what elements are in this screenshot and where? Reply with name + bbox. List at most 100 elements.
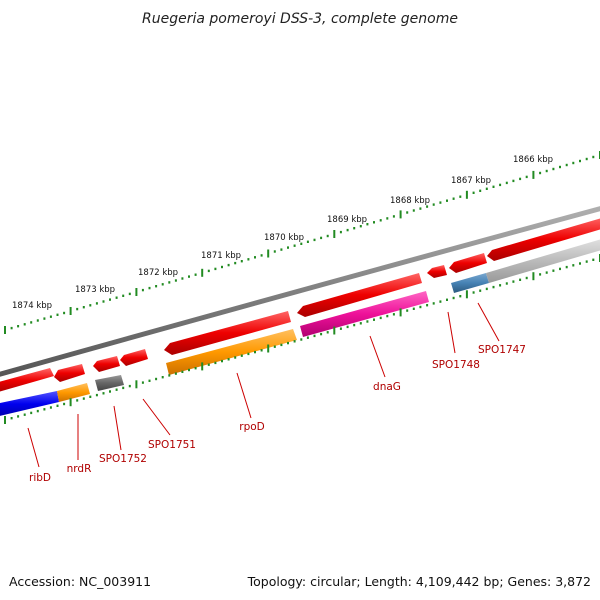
scale-minor-tick	[56, 313, 59, 316]
lower-tick-ring	[4, 254, 600, 424]
scale-minor-tick	[552, 167, 555, 171]
lower-minor-tick	[227, 358, 230, 361]
scale-major-tick	[69, 307, 72, 315]
scale-minor-tick	[181, 277, 184, 280]
label-nrdR: nrdR	[67, 463, 92, 475]
lower-minor-tick	[49, 406, 52, 409]
lower-minor-tick	[300, 338, 303, 341]
lower-minor-tick	[505, 282, 508, 285]
lower-minor-tick	[446, 298, 448, 301]
lower-minor-tick	[373, 318, 375, 321]
leader-ribD	[27, 427, 40, 468]
scale-minor-tick	[359, 225, 362, 228]
label-ribD: ribD	[29, 472, 51, 484]
label-rpoD: rpoD	[239, 421, 265, 433]
map-title: Ruegeria pomeroyi DSS-3, complete genome	[142, 11, 458, 27]
lower-minor-tick	[346, 325, 349, 329]
lower-minor-tick	[141, 381, 144, 384]
scale-minor-tick	[519, 177, 522, 181]
lower-minor-tick	[313, 334, 316, 338]
lower-minor-tick	[287, 341, 289, 345]
scale-major-tick	[399, 210, 402, 219]
label-dnaG: dnaG	[373, 381, 401, 393]
lower-minor-tick	[459, 295, 462, 298]
lower-major-tick	[465, 290, 468, 299]
scale-minor-tick	[234, 261, 237, 265]
scale-minor-tick	[320, 236, 323, 240]
scale-ring	[4, 151, 600, 334]
gene-labels: ribD nrdR SPO1752 SPO1751 rpoD dnaG SPO1…	[29, 344, 526, 484]
lower-minor-tick	[63, 402, 66, 406]
lower-major-tick	[399, 308, 402, 317]
leader-SPO1752	[113, 405, 122, 451]
scale-minor-tick	[76, 307, 79, 311]
gene-nrdR	[57, 383, 90, 402]
scale-minor-tick	[128, 292, 131, 296]
forward-strand-genes	[0, 218, 600, 392]
lower-minor-tick	[485, 287, 488, 291]
scale-major-tick	[333, 230, 336, 238]
lower-minor-tick	[579, 262, 581, 265]
scale-minor-tick	[293, 244, 296, 247]
lower-minor-tick	[109, 390, 111, 393]
cds-forward-4	[120, 349, 148, 366]
scale-minor-tick	[43, 317, 46, 320]
scale-minor-tick	[280, 248, 283, 251]
cds-forward-9	[487, 218, 600, 261]
scale-minor-tick	[525, 175, 528, 179]
lower-minor-tick	[194, 367, 197, 370]
lower-minor-tick	[339, 327, 342, 330]
lower-minor-tick	[552, 269, 555, 272]
lower-minor-tick	[293, 340, 296, 343]
lower-major-tick	[135, 380, 138, 389]
scale-minor-tick	[346, 228, 349, 232]
scale-minor-tick	[306, 240, 309, 243]
lower-minor-tick	[181, 370, 184, 373]
lower-minor-tick	[148, 379, 151, 382]
scale-major-tick	[4, 326, 6, 334]
scale-minor-tick	[326, 234, 329, 238]
label-leaders	[27, 302, 500, 468]
lower-minor-tick	[214, 361, 217, 365]
lower-minor-tick	[56, 404, 59, 407]
scale-minor-tick	[30, 321, 33, 324]
kbp-label-1869: 1869 kbp	[327, 215, 367, 225]
label-SPO1748: SPO1748	[432, 359, 480, 371]
lower-minor-tick	[161, 376, 164, 379]
kbp-label-1874: 1874 kbp	[12, 301, 52, 311]
scale-minor-tick	[287, 246, 289, 249]
cds-forward-1	[0, 368, 54, 392]
kbp-label-1872: 1872 kbp	[138, 268, 178, 278]
lower-minor-tick	[95, 393, 98, 397]
gene-SPO1747-b	[486, 239, 600, 283]
scale-minor-tick	[82, 306, 85, 309]
kbp-labels: 1874 kbp 1873 kbp 1872 kbp 1871 kbp 1870…	[12, 155, 553, 311]
lower-minor-tick	[122, 386, 125, 390]
lower-minor-tick	[234, 356, 237, 359]
lower-minor-tick	[366, 320, 369, 323]
scale-minor-tick	[115, 296, 118, 299]
cds-forward-6	[297, 273, 422, 317]
label-SPO1752: SPO1752	[99, 453, 147, 465]
topology-text: Topology: circular; Length: 4,109,442 bp…	[247, 574, 591, 589]
scale-minor-tick	[240, 260, 243, 263]
scale-minor-tick	[36, 319, 39, 322]
cds-forward-2	[54, 364, 85, 382]
lower-minor-tick	[572, 264, 575, 267]
scale-minor-tick	[168, 281, 171, 284]
lower-minor-tick	[30, 411, 33, 415]
scale-minor-tick	[300, 242, 303, 245]
scale-minor-tick	[512, 179, 515, 183]
scale-minor-tick	[155, 285, 158, 288]
lower-minor-tick	[426, 304, 429, 307]
scale-minor-tick	[439, 201, 442, 204]
lower-minor-tick	[499, 284, 502, 287]
lower-minor-tick	[168, 374, 171, 377]
lower-minor-tick	[472, 291, 475, 294]
lower-minor-tick	[17, 415, 20, 418]
accession-text: Accession: NC_003911	[9, 574, 151, 589]
scale-minor-tick	[386, 217, 389, 220]
lower-minor-tick	[188, 368, 190, 372]
label-SPO1747: SPO1747	[478, 344, 526, 356]
kbp-label-1871: 1871 kbp	[201, 251, 241, 261]
